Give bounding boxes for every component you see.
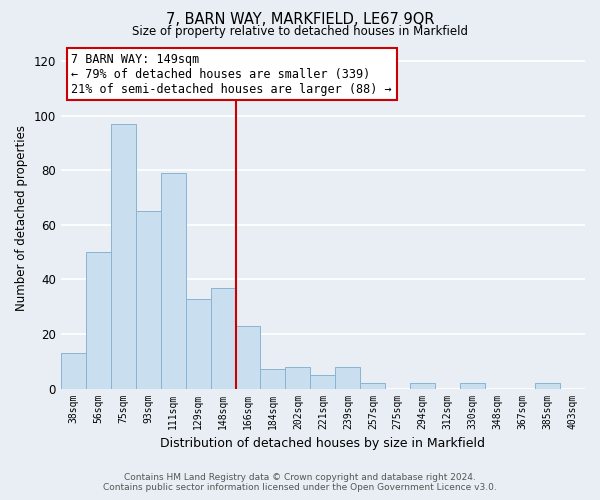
Text: Contains HM Land Registry data © Crown copyright and database right 2024.
Contai: Contains HM Land Registry data © Crown c… — [103, 473, 497, 492]
Text: Size of property relative to detached houses in Markfield: Size of property relative to detached ho… — [132, 25, 468, 38]
Bar — [460, 383, 485, 388]
Y-axis label: Number of detached properties: Number of detached properties — [15, 125, 28, 311]
Bar — [286, 366, 310, 388]
Bar — [236, 326, 260, 388]
Bar — [260, 370, 286, 388]
Bar — [86, 252, 111, 388]
Bar — [161, 173, 185, 388]
Bar — [335, 366, 361, 388]
Bar — [61, 353, 86, 388]
Bar — [211, 288, 236, 388]
Text: 7 BARN WAY: 149sqm
← 79% of detached houses are smaller (339)
21% of semi-detach: 7 BARN WAY: 149sqm ← 79% of detached hou… — [71, 52, 392, 96]
X-axis label: Distribution of detached houses by size in Markfield: Distribution of detached houses by size … — [160, 437, 485, 450]
Bar — [535, 383, 560, 388]
Bar — [136, 211, 161, 388]
Text: 7, BARN WAY, MARKFIELD, LE67 9QR: 7, BARN WAY, MARKFIELD, LE67 9QR — [166, 12, 434, 28]
Bar — [310, 375, 335, 388]
Bar — [361, 383, 385, 388]
Bar — [410, 383, 435, 388]
Bar — [111, 124, 136, 388]
Bar — [185, 298, 211, 388]
